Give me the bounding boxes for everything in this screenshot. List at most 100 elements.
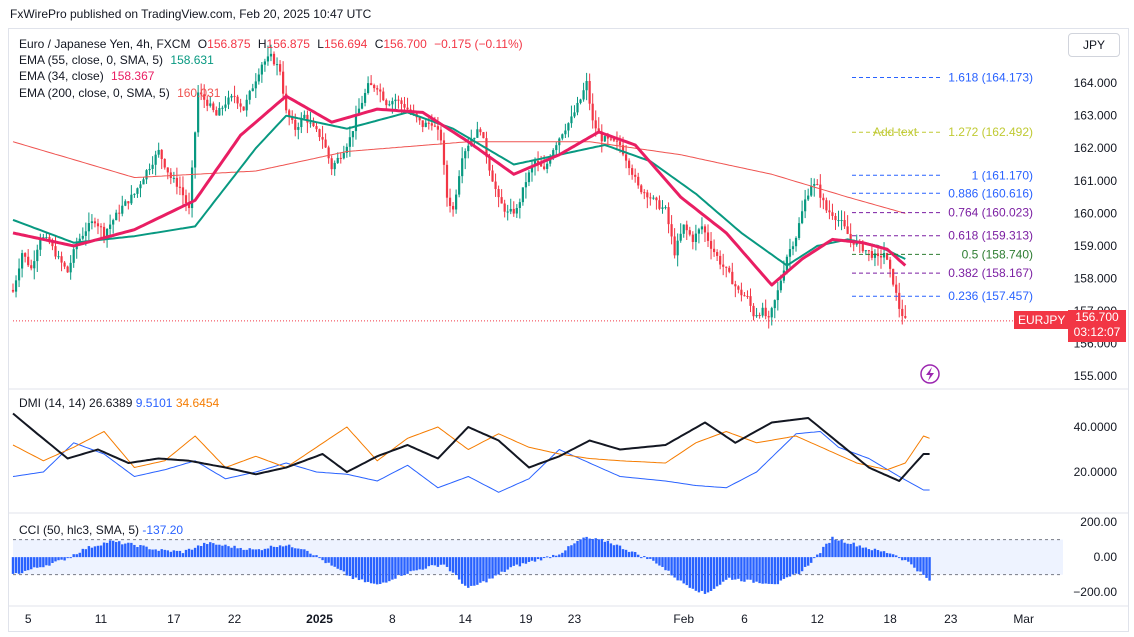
cci-bar <box>421 557 424 570</box>
cci-bar <box>333 557 336 567</box>
cci-bar <box>357 557 361 581</box>
candle-body <box>339 157 342 159</box>
candle-body <box>652 197 655 199</box>
cci-bar <box>548 557 552 559</box>
candle-body <box>194 132 197 168</box>
candle-body <box>746 295 749 297</box>
cci-legend[interactable]: CCI (50, hlc3, SMA, 5) -137.20 <box>19 523 183 537</box>
cci-bar <box>649 557 652 559</box>
candle-body <box>303 114 306 119</box>
ema200-legend[interactable]: EMA (200, close, 0, SMA, 5) 160.031 <box>19 86 224 100</box>
candle-body <box>849 233 852 240</box>
candle-body <box>421 120 424 127</box>
candle-body <box>400 100 403 104</box>
candle-body <box>694 233 697 243</box>
cci-bar <box>570 545 573 558</box>
candle-body <box>63 262 66 267</box>
cci-bar <box>761 557 764 584</box>
cci-bar <box>415 557 418 571</box>
candle-body <box>779 280 782 291</box>
change-value: −0.175 (−0.11%) <box>434 37 523 51</box>
candle-body <box>885 252 889 260</box>
cci-bar <box>888 553 892 558</box>
candle-body <box>576 102 579 113</box>
symbol-legend[interactable]: Euro / Japanese Yen, 4h, FXCM O156.875 H… <box>19 37 531 51</box>
candle-body <box>564 130 567 135</box>
candle-body <box>785 256 789 271</box>
cci-bar <box>819 553 822 558</box>
cci-bar <box>864 547 868 558</box>
cci-bar <box>448 557 452 572</box>
candle-body <box>752 305 755 317</box>
cci-bar <box>837 540 840 558</box>
cci-bar <box>658 557 661 566</box>
candle-body <box>105 228 109 237</box>
candle-body <box>810 185 813 196</box>
candle-body <box>536 160 540 163</box>
cci-bar <box>879 551 883 558</box>
ema55-legend[interactable]: EMA (55, close, 0, SMA, 5) 158.631 <box>19 53 218 67</box>
cci-bar <box>913 557 916 568</box>
candle-body <box>278 64 282 72</box>
cci-bar <box>372 557 376 584</box>
time-axis-label: 5 <box>25 612 32 626</box>
cci-bar <box>221 545 224 558</box>
candle-body <box>755 315 758 317</box>
cci-bar <box>597 539 600 558</box>
candle-body <box>573 112 576 117</box>
candle-body <box>646 192 649 198</box>
candle-body <box>873 253 877 258</box>
candle-body <box>464 151 467 159</box>
cci-bar <box>567 546 570 558</box>
ema200-line <box>12 141 906 214</box>
adx-value: 26.6389 <box>89 396 133 410</box>
cci-bar <box>318 557 321 559</box>
currency-button[interactable]: JPY <box>1068 33 1120 57</box>
candle-body <box>99 226 103 228</box>
candle-body <box>218 108 221 116</box>
cci-bar <box>582 537 585 558</box>
cci-bar <box>227 546 230 558</box>
cci-bar <box>284 545 288 558</box>
candle-body <box>248 91 251 100</box>
candle-body <box>882 252 886 258</box>
candle-body <box>376 88 379 90</box>
cci-bar <box>224 544 227 558</box>
dmi-legend[interactable]: DMI (14, 14) 26.6389 9.5101 34.6454 <box>19 396 219 410</box>
ema34-legend[interactable]: EMA (34, close) 158.367 <box>19 69 158 83</box>
cci-bar <box>849 543 852 558</box>
cci-bar <box>111 540 115 558</box>
candle-body <box>285 93 288 111</box>
cci-bar <box>300 549 303 558</box>
cci-bar <box>102 542 106 558</box>
time-axis-label: 17 <box>167 612 181 626</box>
cci-bar <box>646 557 649 560</box>
candle-body <box>655 197 658 201</box>
candle-body <box>130 194 133 204</box>
candle-body <box>424 122 427 127</box>
cci-bar <box>873 548 877 558</box>
cci-bar <box>454 557 458 576</box>
cci-bar <box>17 557 21 574</box>
candle-body <box>546 163 549 169</box>
cci-label: CCI (50, hlc3, SMA, 5) <box>19 523 140 537</box>
dmi-axis-label: 40.0000 <box>1074 420 1118 434</box>
cci-bar <box>749 557 752 580</box>
cci-bar <box>564 550 567 558</box>
cci-bar <box>919 557 922 572</box>
candle-body <box>761 307 764 316</box>
cci-bar <box>898 557 901 559</box>
cci-bar <box>542 557 546 559</box>
cci-bar <box>118 541 121 558</box>
candle-body <box>254 81 257 89</box>
cci-bar <box>621 549 625 558</box>
candle-body <box>388 104 391 106</box>
cci-bar <box>451 557 455 573</box>
cci-bar <box>916 557 919 572</box>
cci-bar <box>782 557 786 579</box>
cci-axis-label: 200.00 <box>1080 515 1117 529</box>
cci-bar <box>400 557 403 576</box>
cci-bar <box>773 557 776 585</box>
fib-label: 0.5 (158.740) <box>962 247 1033 261</box>
